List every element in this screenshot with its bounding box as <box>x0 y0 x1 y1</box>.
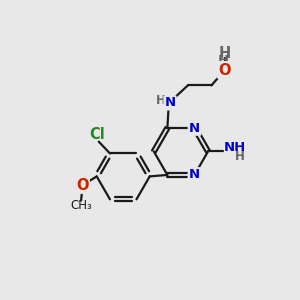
Text: NH: NH <box>224 141 247 154</box>
Text: N: N <box>189 168 200 182</box>
Text: O: O <box>220 62 232 75</box>
Text: H: H <box>219 46 231 61</box>
Text: H: H <box>218 54 229 67</box>
Text: H: H <box>156 94 166 107</box>
Text: H: H <box>235 150 244 163</box>
Text: N: N <box>164 97 175 110</box>
Text: Cl: Cl <box>89 128 105 142</box>
Text: O: O <box>76 178 89 193</box>
Text: N: N <box>189 122 200 134</box>
Text: O: O <box>218 62 231 77</box>
Text: CH₃: CH₃ <box>70 199 92 212</box>
